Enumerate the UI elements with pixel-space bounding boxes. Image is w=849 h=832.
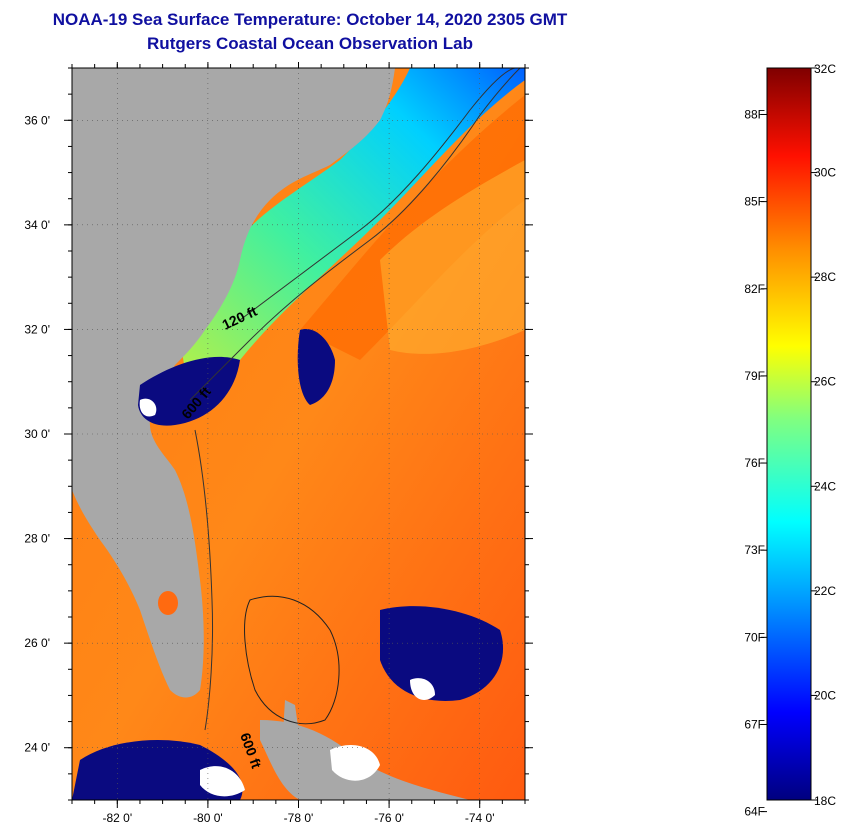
land-cuba — [260, 720, 470, 800]
map-axes: -82 0' -80 0' -78 0' -76 0' -74 0' 36 0' 34 0'… — [24, 62, 533, 825]
colorbar-c-label: 32C — [814, 62, 836, 76]
shelf-water — [180, 68, 525, 400]
land-us-coast — [72, 68, 395, 698]
cloud-patch-cuba — [330, 745, 380, 781]
cold-mask-offshore — [297, 329, 335, 405]
lon-tick-label: -76 0' — [374, 811, 404, 825]
contour-600ft-florida — [194, 429, 214, 731]
colorbar-f-label: 76F — [744, 456, 765, 470]
colorbar-f-label: 73F — [744, 543, 765, 557]
colorbar-celsius-labels: 32C 30C 28C 26C 24C 22C 20C 18C — [811, 62, 836, 808]
colorbar-c-label: 26C — [814, 375, 836, 389]
cold-mask-georgia — [138, 356, 240, 426]
lat-tick-label: 34 0' — [24, 218, 50, 232]
contour-120ft — [239, 68, 516, 321]
colorbar-c-label: 28C — [814, 270, 836, 284]
lat-tick-label: 24 0' — [24, 741, 50, 755]
colorbar-f-label: 85F — [744, 195, 765, 209]
map-grid — [72, 68, 525, 800]
cloud-patch — [139, 398, 157, 417]
contour-bahamas — [244, 595, 340, 725]
colorbar-c-label: 18C — [814, 794, 836, 808]
colorbar-f-label: 70F — [744, 630, 765, 644]
colorbar-f-label: 82F — [744, 282, 765, 296]
colorbar-fahrenheit-labels: 88F 85F 82F 79F 76F 73F 70F 67F 64F — [744, 107, 767, 819]
colorbar-c-label: 22C — [814, 584, 836, 598]
lat-tick-label: 36 0' — [24, 113, 50, 127]
lat-tick-label: 26 0' — [24, 636, 50, 650]
lon-tick-label: -78 0' — [284, 811, 314, 825]
colorbar-gradient — [766, 67, 812, 801]
lake-okeechobee — [158, 591, 178, 615]
colorbar-c-label: 24C — [814, 479, 836, 493]
map-panel: 120 ft 600 ft 600 ft — [72, 68, 525, 800]
map-title: NOAA-19 Sea Surface Temperature: October… — [52, 10, 568, 29]
map-subtitle: Rutgers Coastal Ocean Observation Lab — [147, 34, 473, 53]
lat-tick-label: 32 0' — [24, 322, 50, 336]
gulf-stream — [300, 95, 525, 360]
colorbar-f-label: 64F — [744, 805, 765, 819]
cold-mask-east — [380, 606, 504, 701]
land-andros — [282, 700, 300, 760]
lon-tick-label: -74 0' — [465, 811, 495, 825]
colorbar-f-label: 88F — [744, 107, 765, 121]
colorbar-f-label: 79F — [744, 369, 765, 383]
colorbar-f-label: 67F — [744, 717, 765, 731]
lat-tick-label: 28 0' — [24, 532, 50, 546]
lon-tick-label: -80 0' — [193, 811, 223, 825]
warm-offshore-patch — [380, 160, 525, 354]
cloud-patch-east — [410, 678, 435, 700]
colorbar-c-label: 20C — [814, 688, 836, 702]
cloud-patch-south — [200, 766, 245, 797]
contour-600ft-north — [189, 68, 521, 401]
cold-mask-south — [72, 740, 243, 800]
colorbar-c-label: 30C — [814, 166, 836, 180]
colorbar: 32C 30C 28C 26C 24C 22C 20C 18C 88F 85F 82F 79F 76F… — [744, 62, 836, 819]
lon-tick-label: -82 0' — [102, 811, 132, 825]
lat-tick-label: 30 0' — [24, 427, 50, 441]
